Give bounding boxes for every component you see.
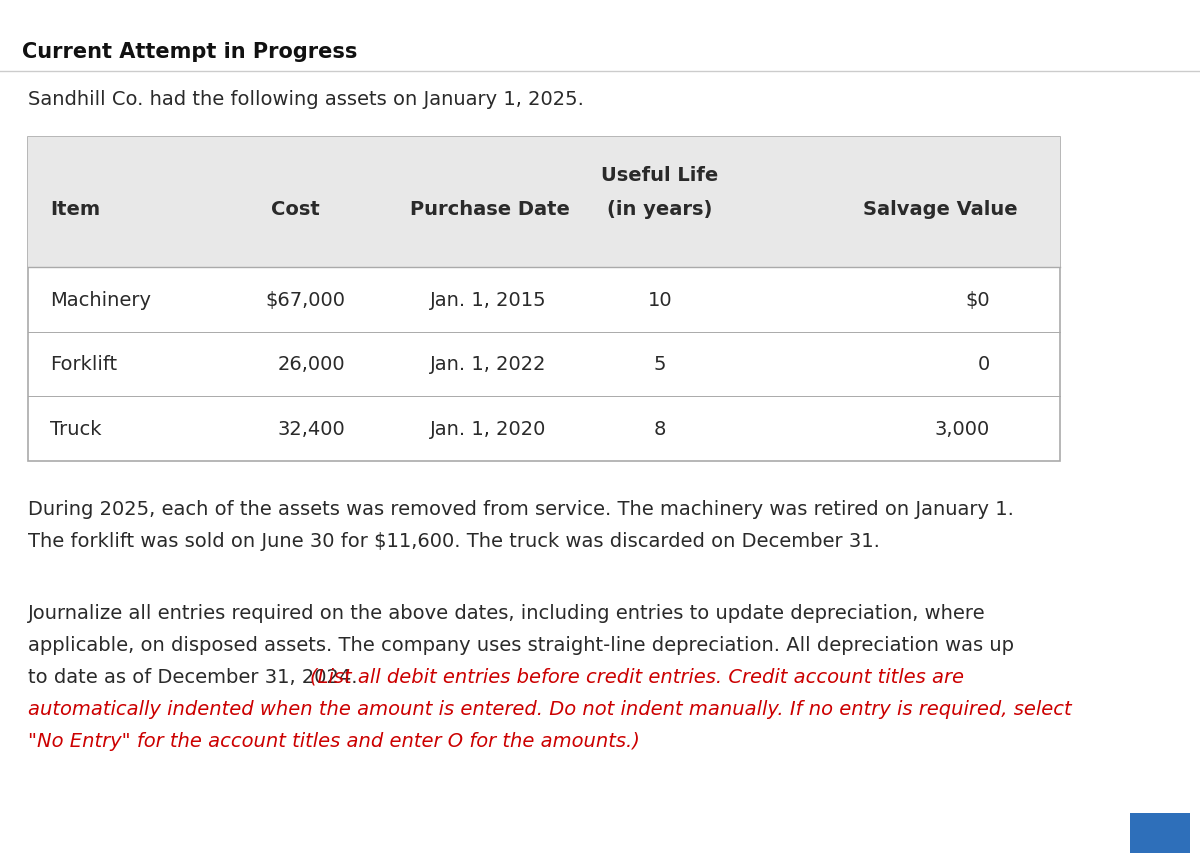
Text: applicable, on disposed assets. The company uses straight-line depreciation. All: applicable, on disposed assets. The comp… — [28, 635, 1014, 654]
Text: Journalize all entries required on the above dates, including entries to update : Journalize all entries required on the a… — [28, 603, 985, 623]
Text: 26,000: 26,000 — [277, 355, 346, 374]
Bar — [28, 138, 1060, 268]
Text: The forklift was sold on June 30 for $11,600. The truck was discarded on Decembe: The forklift was sold on June 30 for $11… — [28, 531, 880, 550]
Text: (List all debit entries before credit entries. Credit account titles are: (List all debit entries before credit en… — [310, 667, 964, 686]
Text: $0: $0 — [965, 291, 990, 310]
Text: 5: 5 — [654, 355, 666, 374]
Text: automatically indented when the amount is entered. Do not indent manually. If no: automatically indented when the amount i… — [28, 699, 1072, 718]
Text: Useful Life: Useful Life — [601, 165, 719, 185]
Text: Cost: Cost — [271, 200, 319, 218]
Text: Item: Item — [50, 200, 100, 218]
Text: 8: 8 — [654, 420, 666, 438]
Text: (in years): (in years) — [607, 200, 713, 218]
Text: 10: 10 — [648, 291, 672, 310]
Text: 0: 0 — [978, 355, 990, 374]
Bar — [1130, 813, 1190, 853]
Text: Current Attempt in Progress: Current Attempt in Progress — [22, 42, 358, 62]
Text: Jan. 1, 2022: Jan. 1, 2022 — [430, 355, 546, 374]
Text: Forklift: Forklift — [50, 355, 118, 374]
Text: "No Entry" for the account titles and enter O for the amounts.): "No Entry" for the account titles and en… — [28, 731, 640, 750]
Bar — [28, 138, 1060, 461]
Text: $67,000: $67,000 — [265, 291, 346, 310]
Text: 3,000: 3,000 — [935, 420, 990, 438]
Text: Sandhill Co. had the following assets on January 1, 2025.: Sandhill Co. had the following assets on… — [28, 90, 584, 109]
Text: to date as of December 31, 2024.: to date as of December 31, 2024. — [28, 667, 364, 686]
Text: Purchase Date: Purchase Date — [410, 200, 570, 218]
Text: Jan. 1, 2020: Jan. 1, 2020 — [430, 420, 546, 438]
Text: Truck: Truck — [50, 420, 102, 438]
Text: Machinery: Machinery — [50, 291, 151, 310]
Text: Salvage Value: Salvage Value — [863, 200, 1018, 218]
Text: 32,400: 32,400 — [277, 420, 346, 438]
Text: During 2025, each of the assets was removed from service. The machinery was reti: During 2025, each of the assets was remo… — [28, 499, 1014, 519]
Text: Jan. 1, 2015: Jan. 1, 2015 — [430, 291, 547, 310]
